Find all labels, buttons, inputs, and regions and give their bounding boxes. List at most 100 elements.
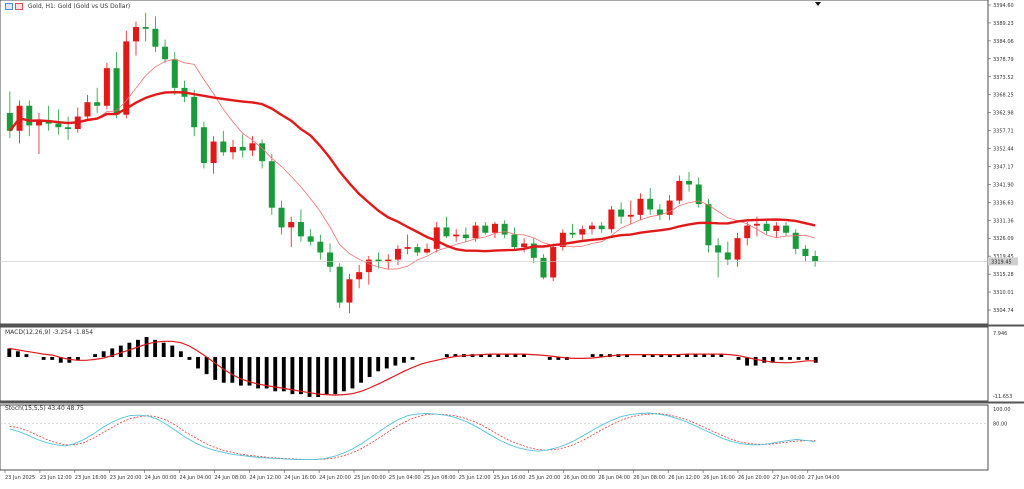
candle-body — [220, 141, 227, 153]
candle — [268, 154, 275, 215]
candle — [705, 198, 712, 253]
candle — [191, 89, 198, 137]
time-axis-label: 27 Jun 04:00 — [808, 475, 840, 481]
candle — [588, 222, 596, 235]
candle — [317, 234, 324, 260]
chart-icon[interactable] — [5, 3, 13, 10]
stoch-axis-label: 100.00 — [993, 407, 1011, 413]
time-axis-label: 24 Jun 04:00 — [180, 475, 212, 481]
current-price-label: 3319.45 — [991, 259, 1012, 265]
main-chart-title: Gold, H1: Gold (Gold vs US Dollar) — [27, 3, 131, 10]
candle — [210, 136, 217, 174]
candle — [763, 218, 770, 235]
candle-body — [472, 225, 479, 239]
candle-body — [200, 127, 207, 163]
candle — [540, 254, 547, 280]
candle-body — [637, 198, 644, 215]
candle-body — [123, 41, 130, 115]
candle — [695, 177, 702, 208]
candle-body — [773, 225, 780, 231]
price-axis-label: 3373.52 — [993, 75, 1014, 81]
time-axis-label: 25 Jun 12:00 — [459, 475, 491, 481]
current-price-tag — [988, 257, 1018, 266]
candle-body — [608, 209, 615, 230]
candle-body — [404, 247, 411, 249]
bars-icon[interactable] — [14, 3, 23, 10]
candle-body — [491, 223, 498, 233]
candle — [482, 222, 489, 235]
candle — [550, 243, 557, 282]
time-axis-label: 24 Jun 20:00 — [319, 475, 351, 481]
candle-body — [336, 266, 343, 303]
price-axis-label: 3336.63 — [993, 200, 1014, 206]
candle — [656, 204, 663, 221]
candle-body — [501, 223, 508, 235]
candle — [103, 62, 110, 110]
candle — [288, 216, 295, 248]
candle — [356, 264, 363, 289]
time-axis-label: 23 Jun 12:00 — [40, 475, 72, 481]
candle — [220, 130, 227, 156]
candle-body — [26, 105, 33, 126]
candle — [336, 263, 343, 308]
candle — [249, 136, 256, 156]
candle-body — [627, 214, 634, 217]
candle-body — [132, 27, 139, 42]
macd-signal-line — [9, 340, 816, 396]
candle — [94, 87, 101, 113]
candle-body — [278, 207, 285, 228]
price-axis-label: 3310.01 — [993, 290, 1014, 296]
moving-average-slow — [8, 90, 816, 253]
candle-body — [191, 96, 198, 128]
price-axis-label: 3362.98 — [993, 111, 1014, 117]
candle-body — [327, 252, 334, 267]
candle — [404, 234, 411, 255]
candle — [433, 222, 440, 253]
price-axis-label: 3378.79 — [993, 57, 1014, 63]
chart-toolbar: Gold, H1: Gold (Gold vs US Dollar) — [5, 3, 130, 10]
candle-body — [162, 46, 169, 60]
candle-body — [705, 204, 712, 246]
candle — [84, 95, 91, 121]
candle-body — [686, 180, 693, 185]
candle-body — [433, 227, 440, 249]
candle — [65, 116, 72, 140]
candle — [132, 21, 139, 56]
price-axis-label: 3368.25 — [993, 93, 1014, 99]
candle — [491, 222, 498, 239]
time-axis-label: 24 Jun 12:00 — [249, 475, 281, 481]
price-axis-label: 3331.36 — [993, 218, 1014, 224]
candle-body — [579, 229, 586, 235]
candle — [812, 250, 819, 267]
candle — [443, 216, 450, 239]
stoch-main-line — [9, 412, 816, 461]
time-axis-label: 24 Jun 16:00 — [284, 475, 316, 481]
candle — [229, 139, 237, 160]
candle — [530, 238, 537, 264]
candle-body — [540, 257, 547, 278]
candle — [569, 223, 576, 239]
time-axis-label: 26 Jun 20:00 — [738, 475, 770, 481]
price-axis-label: 3341.90 — [993, 182, 1014, 188]
price-axis-label: 3347.17 — [993, 164, 1014, 170]
candle-body — [356, 272, 363, 280]
candle — [297, 209, 304, 242]
candle-body — [744, 225, 751, 239]
stoch-title: Stoch(15,5,5) 43.40 48.75 — [5, 405, 84, 412]
candle-body — [763, 223, 770, 231]
main-pane — [0, 0, 989, 325]
candle — [715, 238, 722, 278]
candle-body — [647, 198, 654, 210]
price-axis-label: 3384.06 — [993, 39, 1014, 45]
candle — [802, 245, 809, 262]
candle-body — [346, 279, 353, 303]
time-axis-label: 26 Jun 16:00 — [703, 475, 735, 481]
candle-body — [715, 245, 722, 253]
price-axis-label: 3389.23 — [993, 21, 1014, 27]
moving-average-fast — [9, 58, 816, 270]
candle-body — [753, 223, 760, 226]
macd-pane — [0, 326, 989, 402]
time-axis-label: 25 Jun 04:00 — [389, 475, 421, 481]
